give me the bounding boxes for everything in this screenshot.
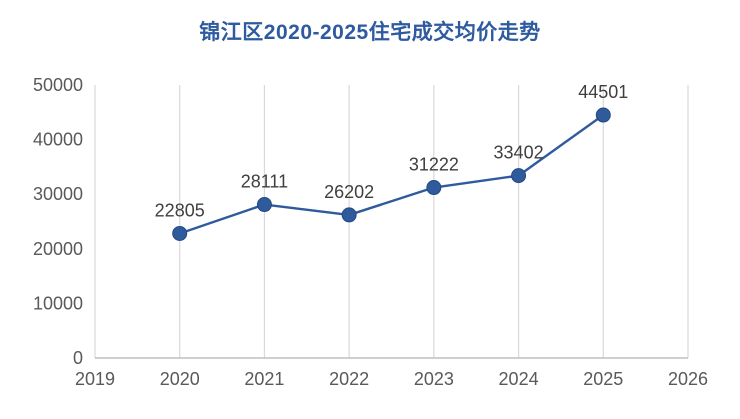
data-point-label: 44501 xyxy=(578,82,628,102)
data-point-label: 22805 xyxy=(155,200,205,220)
chart-title: 锦江区2020-2025住宅成交均价走势 xyxy=(199,21,541,44)
y-tick-label: 0 xyxy=(73,348,83,368)
data-point-marker xyxy=(172,225,188,241)
data-point-marker xyxy=(256,197,272,213)
data-point-label: 33402 xyxy=(494,143,544,163)
x-tick-label: 2020 xyxy=(160,369,200,389)
x-tick-label: 2024 xyxy=(499,369,539,389)
x-tick-label: 2022 xyxy=(329,369,369,389)
x-tick-label: 2021 xyxy=(244,369,284,389)
x-tick-label: 2023 xyxy=(414,369,454,389)
y-tick-label: 10000 xyxy=(33,293,83,313)
data-point-marker xyxy=(511,168,527,184)
x-tick-label: 2019 xyxy=(75,369,115,389)
data-point-marker xyxy=(426,180,442,196)
y-tick-label: 40000 xyxy=(33,130,83,150)
y-tick-label: 50000 xyxy=(33,75,83,95)
price-series-line xyxy=(179,114,604,235)
y-tick-label: 20000 xyxy=(33,239,83,259)
data-point-label: 31222 xyxy=(409,155,459,175)
data-point-label: 28111 xyxy=(241,172,288,192)
x-tick-label: 2026 xyxy=(668,369,708,389)
line-chart-canvas: 2019 2020 2021 2022 2023 2024 2025 2026 0 10000 20… xyxy=(33,75,708,389)
y-tick-label: 30000 xyxy=(33,184,83,204)
data-point-marker xyxy=(341,207,357,223)
data-point-marker xyxy=(595,107,611,123)
x-tick-label: 2025 xyxy=(583,369,623,389)
data-point-label: 26202 xyxy=(324,182,374,202)
